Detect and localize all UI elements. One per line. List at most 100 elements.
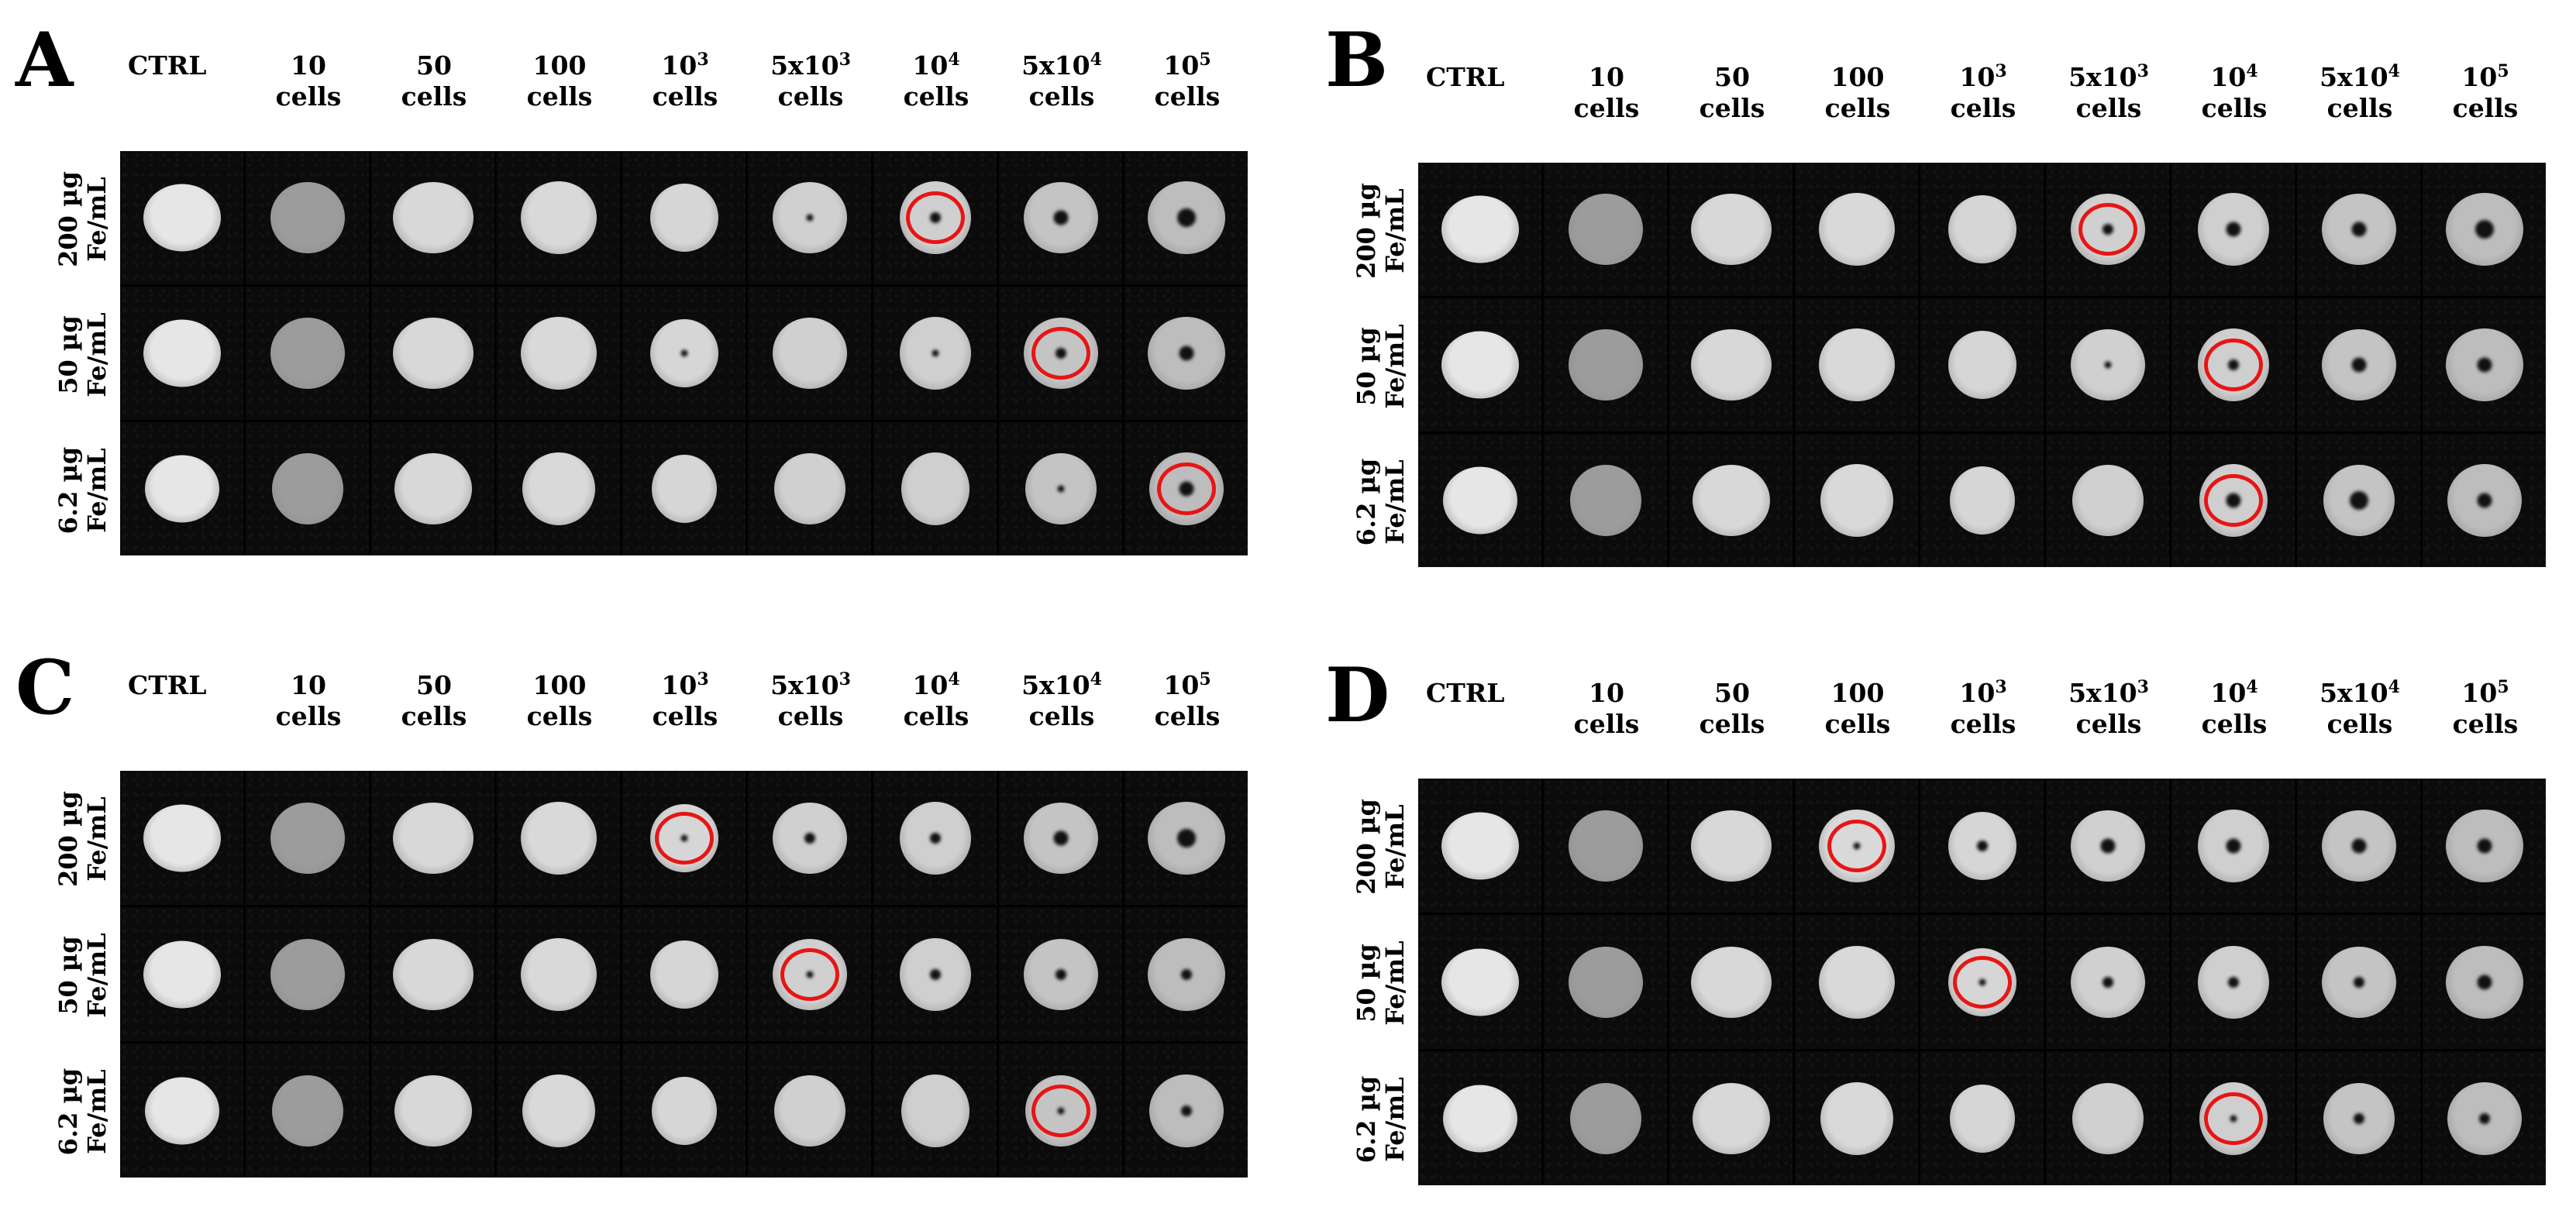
mri-sample-cell <box>999 422 1122 555</box>
hypointense-spot <box>2351 222 2366 237</box>
sample-disc <box>271 453 343 524</box>
mri-sample-cell <box>1920 163 2044 296</box>
column-header-unit: cells <box>1824 708 1891 739</box>
column-header-exponent: 3 <box>697 669 709 689</box>
sample-disc <box>1441 948 1519 1016</box>
row-label: 200 µg Fe/mL <box>53 153 116 285</box>
sample-disc <box>1949 466 2015 535</box>
column-header-value: 10 <box>912 670 949 700</box>
sample-disc <box>1818 193 1895 266</box>
column-header-exponent: 4 <box>2388 61 2400 81</box>
mri-sample-cell <box>497 287 620 420</box>
column-header-unit: cells <box>652 700 718 731</box>
column-header-unit: cells <box>1573 708 1640 739</box>
mri-sample-cell <box>1418 434 1541 567</box>
mri-sample-cell <box>497 1043 620 1178</box>
column-header-unit: cells <box>652 81 718 112</box>
sample-disc <box>520 317 597 390</box>
mri-sample-cell <box>2423 1051 2546 1185</box>
mri-sample-cell <box>873 287 997 420</box>
panel-a: A CTRL 10 cells 50 cells 100 cells 103 cells 5x103… <box>0 0 1251 589</box>
column-header-value: 10 <box>291 50 326 81</box>
column-header-unit: cells <box>526 81 593 112</box>
column-header-value: 5x10 <box>770 50 839 81</box>
red-circle-marker <box>780 947 839 1001</box>
hypointense-spot <box>2351 357 2366 373</box>
sample-disc <box>392 802 474 874</box>
row-label-concentration: 50 µg <box>1352 326 1381 406</box>
column-header-value: 5x10 <box>1021 670 1090 700</box>
sample-disc <box>1441 331 1519 399</box>
sample-disc <box>270 802 345 874</box>
column-header-exponent: 5 <box>2497 61 2509 81</box>
red-circle-marker <box>1952 955 2012 1009</box>
sample-disc <box>520 801 597 875</box>
row-label-unit: Fe/mL <box>1379 459 1410 545</box>
mri-sample-cell <box>873 422 997 555</box>
column-header-unit: cells <box>2075 708 2142 739</box>
column-header-unit: cells <box>401 700 467 731</box>
mri-sample-cell <box>622 422 746 555</box>
hypointense-spot <box>1179 346 1193 361</box>
mri-image-grid <box>1418 163 2546 567</box>
sample-disc <box>392 182 474 253</box>
sample-disc <box>1690 194 1772 265</box>
sample-disc <box>394 1074 472 1147</box>
column-header: 103 cells <box>622 50 748 112</box>
column-header-value: 5x10 <box>2068 62 2137 92</box>
mri-sample-cell <box>371 151 494 284</box>
mri-sample-cell <box>120 422 243 555</box>
column-header: 5x103 cells <box>2046 678 2171 739</box>
column-header-unit: cells <box>903 81 969 112</box>
panel-letter: D <box>1325 652 1390 739</box>
mri-sample-cell <box>246 771 369 905</box>
column-header-value: 5x10 <box>2319 62 2388 92</box>
column-header-exponent: 4 <box>1090 50 1102 70</box>
mri-sample-cell <box>2171 1051 2295 1185</box>
mri-sample-cell <box>1124 287 1248 420</box>
sample-disc <box>2071 1082 2144 1154</box>
red-circle-marker <box>905 191 965 244</box>
mri-image-grid <box>120 771 1248 1178</box>
mri-sample-cell <box>246 422 369 555</box>
sample-disc <box>901 1074 969 1147</box>
row-label: 6.2 µg Fe/mL <box>53 425 116 556</box>
mri-sample-cell <box>1124 151 1248 284</box>
mri-sample-cell <box>999 771 1122 905</box>
column-header-unit: cells <box>1154 700 1221 731</box>
hypointense-spot <box>1176 208 1196 227</box>
column-header: 103 cells <box>1920 62 2046 123</box>
mri-sample-cell <box>1544 915 1667 1049</box>
red-circle-marker <box>1827 819 1886 872</box>
column-header: 5x103 cells <box>748 670 873 731</box>
column-header-value: CTRL <box>1426 678 1505 708</box>
hypointense-spot <box>929 832 941 844</box>
column-header: 10 cells <box>1544 62 1669 123</box>
mri-sample-cell <box>1544 1051 1667 1185</box>
sample-disc <box>270 938 345 1010</box>
mri-sample-cell <box>371 287 494 420</box>
row-label: 6.2 µg Fe/mL <box>1352 436 1414 568</box>
row-label-unit: Fe/mL <box>81 933 112 1018</box>
mri-sample-cell <box>1124 1043 1248 1178</box>
row-label-concentration: 200 µg <box>1352 799 1381 895</box>
column-header: 10 cells <box>246 50 371 112</box>
hypointense-spot <box>1976 840 1988 851</box>
hypointense-spot <box>1176 828 1196 848</box>
column-header-value: 50 <box>1714 678 1750 708</box>
mri-sample-cell <box>371 907 494 1041</box>
column-header: 105 cells <box>2423 62 2548 123</box>
column-header-value: 5x10 <box>770 670 839 700</box>
row-label: 200 µg Fe/mL <box>1352 165 1414 297</box>
column-header: 50 cells <box>371 50 497 112</box>
sample-disc <box>270 318 345 389</box>
sample-disc <box>1818 328 1895 401</box>
sample-disc <box>1569 465 1641 536</box>
mri-sample-cell <box>2423 163 2546 296</box>
mri-sample-cell <box>246 151 369 284</box>
panel-letter: C <box>15 644 75 731</box>
hypointense-spot <box>804 832 815 844</box>
mri-sample-cell <box>2297 1051 2420 1185</box>
mri-sample-cell <box>2423 298 2546 431</box>
mri-sample-cell <box>1795 915 1918 1049</box>
